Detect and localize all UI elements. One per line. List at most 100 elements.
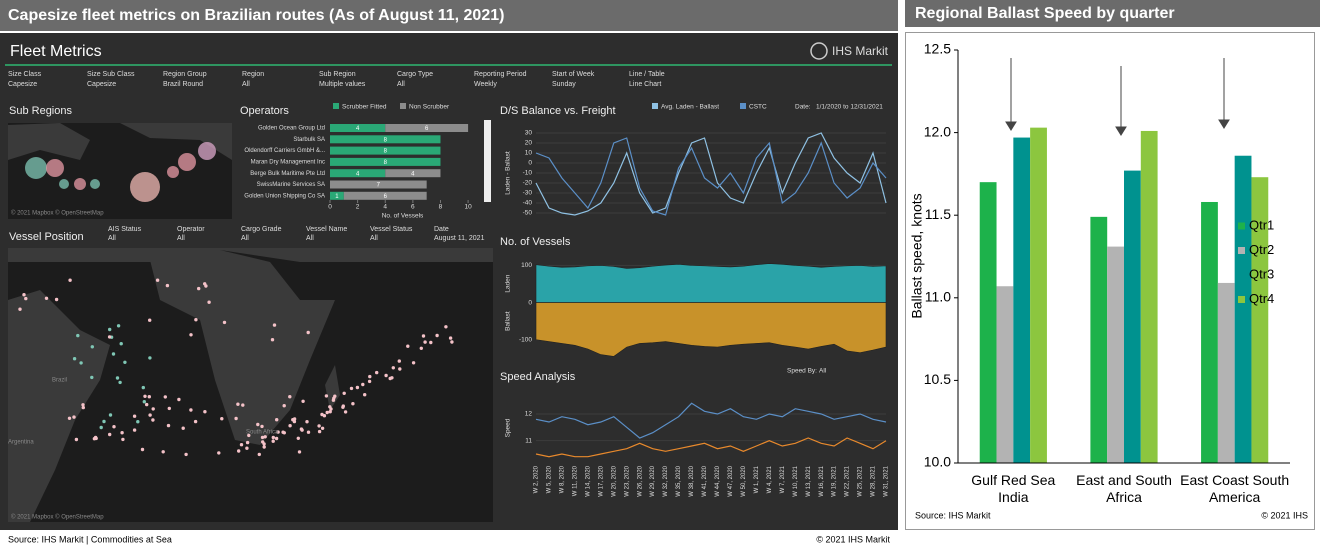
value-label: 1 (335, 194, 339, 200)
value-label: 4 (411, 171, 415, 177)
vessel-dot (343, 410, 348, 414)
vessel-dot (120, 431, 124, 435)
y-tick-label: -100 (519, 336, 532, 343)
vessel-dot (397, 359, 401, 363)
footer-copyright: © 2021 IHS Markit (816, 534, 890, 544)
category-label: SwissMarine Services SA (257, 182, 325, 188)
bar-segment (330, 135, 441, 144)
vessel-dot (107, 335, 112, 339)
vessel-dot (288, 395, 292, 399)
x-tick-label: W 7, 2021 (780, 465, 786, 493)
x-tick-label: W 16, 2021 (819, 465, 825, 496)
legend-label: Non Scrubber (409, 104, 450, 111)
category-label: Berge Bulk Maritime Pte Ltd (250, 171, 325, 177)
vessel-dot (24, 296, 28, 301)
dashboard-title: Fleet Metrics (10, 43, 102, 60)
left-title-bar (0, 0, 898, 31)
vessel-dot (167, 406, 171, 411)
legend-swatch (1238, 247, 1245, 254)
value-label: 7 (377, 183, 381, 189)
x-tick-label: W 35, 2020 (676, 465, 682, 496)
vessel-dot (108, 432, 112, 437)
vessel-dot (123, 360, 127, 364)
vessel-dot (297, 450, 302, 454)
vessel-dot (148, 413, 152, 417)
filter-value: Line Chart (629, 81, 661, 88)
vessel-dot (375, 370, 379, 375)
vessel-dot (324, 394, 329, 398)
map-label: Brazil (52, 378, 67, 384)
filter-value: Multiple values (319, 81, 366, 88)
vessel-dot (239, 443, 244, 447)
y-tick-label: -10 (523, 170, 533, 177)
filter-value: All (108, 235, 116, 242)
vessel-dot (398, 367, 402, 371)
filter-label: Vessel Name (306, 226, 347, 233)
area (535, 263, 887, 303)
vessel-dot (272, 323, 277, 327)
vessel-dot (184, 452, 188, 457)
filter-value: Capesize (87, 81, 116, 88)
vessel-dot (112, 425, 116, 429)
vessel-dot (247, 433, 251, 438)
chart-title: Regional Ballast Speed by quarter (915, 5, 1175, 22)
bar-segment (330, 124, 386, 132)
panel-title: Operators (240, 105, 289, 117)
filter-value: August 11, 2021 (434, 235, 485, 242)
vessel-dot (328, 410, 332, 414)
vessel-dot (90, 345, 95, 349)
y-tick-label: -20 (523, 180, 533, 187)
vessel-dot (189, 408, 193, 412)
value-label: 6 (384, 194, 388, 200)
y-tick-label: 0 (528, 299, 532, 306)
x-tick-label: 0 (328, 204, 332, 211)
vessel-dot (72, 357, 77, 361)
y-tick-label: 10.0 (924, 454, 951, 470)
x-tick-label: East Coast South America (1180, 472, 1290, 505)
vessel-dot (90, 375, 94, 380)
land (8, 248, 493, 445)
vessel-dot (140, 447, 145, 452)
vessel-dot (108, 327, 112, 332)
filter-label: AIS Status (108, 226, 142, 233)
vessel-dot (54, 297, 59, 302)
bubble (90, 179, 100, 189)
y-tick-label: 0 (528, 160, 532, 167)
x-tick-label: W 38, 2020 (689, 465, 695, 496)
vessel-dot (119, 342, 123, 346)
vessel-dot (419, 346, 423, 350)
vessel-dot (271, 435, 275, 440)
bubble (198, 142, 216, 160)
legend-swatch (652, 103, 658, 109)
vessel-dot (217, 451, 221, 455)
vessel-dot (237, 449, 241, 453)
bar-segment (330, 180, 427, 189)
x-tick-label: 2 (356, 204, 360, 211)
filter-value: Capesize (8, 81, 37, 88)
vessel-dot (245, 440, 250, 445)
x-tick-label: W 1, 2021 (754, 465, 760, 493)
x-axis-label: No. of Vessels (382, 213, 424, 220)
vessel-dot (363, 393, 367, 397)
y-tick-label: 12.5 (924, 41, 951, 57)
logo: IHS Markit (832, 44, 889, 58)
x-tick-label: W 29, 2020 (650, 465, 656, 496)
panel-title: Sub Regions (9, 105, 72, 117)
vessel-dot (177, 397, 181, 402)
vessel-dot (261, 440, 265, 444)
vessel-dot (423, 340, 427, 344)
y-tick-label: 12.0 (924, 123, 951, 139)
value-label: 4 (356, 171, 360, 177)
series-label: Laden (505, 274, 512, 292)
y-tick-label: -40 (523, 200, 533, 207)
land (8, 290, 110, 522)
x-tick-label: W 44, 2020 (715, 465, 721, 496)
series-label: Ballast (505, 311, 512, 331)
y-tick-label: 11.5 (925, 206, 951, 222)
vessel-dot (79, 361, 83, 365)
vessel-dot (81, 405, 86, 410)
right-title-bar (905, 0, 1320, 27)
vessel-dot (22, 293, 26, 297)
vessel-dot (288, 424, 292, 428)
panel-title: No. of Vessels (500, 236, 571, 248)
